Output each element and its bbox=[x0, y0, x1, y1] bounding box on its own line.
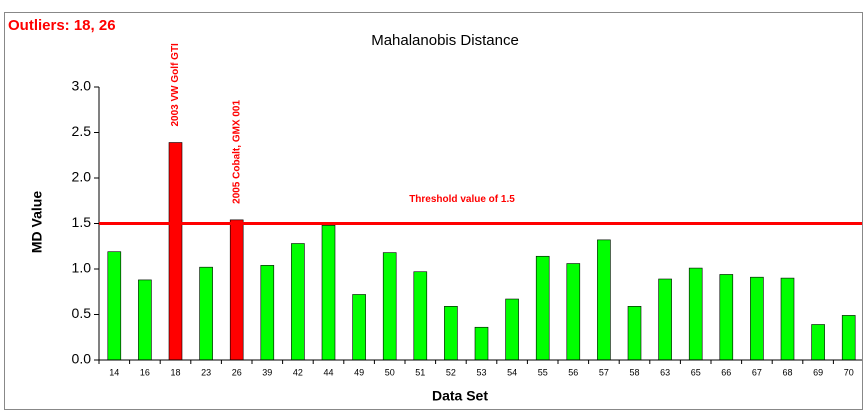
x-tick-label: 69 bbox=[813, 367, 823, 377]
x-tick-label: 57 bbox=[599, 367, 609, 377]
bar bbox=[597, 239, 611, 361]
x-tick-label: 51 bbox=[415, 367, 425, 377]
y-tick-label: 2.0 bbox=[72, 169, 92, 185]
x-tick-label: 58 bbox=[629, 367, 639, 377]
bar bbox=[750, 276, 764, 361]
bar bbox=[321, 225, 336, 361]
y-tick-label: 1.5 bbox=[72, 214, 92, 230]
x-tick-label: 26 bbox=[232, 367, 242, 377]
bar bbox=[505, 298, 519, 361]
bar bbox=[658, 278, 672, 361]
bar bbox=[474, 326, 489, 361]
x-axis-title: Data Set bbox=[432, 388, 488, 404]
y-tick-label: 0.5 bbox=[72, 305, 92, 321]
x-tick-label: 55 bbox=[538, 367, 548, 377]
bar bbox=[688, 267, 703, 361]
x-tick-label: 52 bbox=[446, 367, 456, 377]
bar bbox=[168, 142, 183, 361]
y-tick-label: 1.0 bbox=[72, 260, 92, 276]
x-tick-label: 54 bbox=[507, 367, 517, 377]
bar bbox=[444, 306, 458, 361]
y-tick-label: 0.0 bbox=[72, 351, 92, 367]
x-tick-label: 16 bbox=[140, 367, 150, 377]
bar bbox=[413, 271, 428, 361]
x-tick-label: 67 bbox=[752, 367, 762, 377]
bar bbox=[841, 315, 856, 361]
chart-title: Mahalanobis Distance bbox=[371, 32, 519, 49]
x-tick-label: 50 bbox=[385, 367, 395, 377]
bar bbox=[535, 255, 550, 361]
bar bbox=[260, 265, 275, 361]
x-tick-label: 56 bbox=[568, 367, 578, 377]
x-tick-label: 44 bbox=[323, 367, 333, 377]
x-tick-label: 49 bbox=[354, 367, 364, 377]
threshold-label: Threshold value of 1.5 bbox=[409, 194, 515, 205]
bar bbox=[352, 294, 366, 361]
outlier-annotation: 2005 Cobalt, GMX 001 bbox=[231, 99, 242, 203]
bar bbox=[291, 243, 305, 361]
x-tick-label: 42 bbox=[293, 367, 303, 377]
bar bbox=[719, 274, 734, 361]
bar bbox=[138, 279, 152, 361]
bar bbox=[566, 263, 581, 361]
bar bbox=[627, 306, 642, 361]
outlier-annotation: 2003 VW Golf GTI bbox=[170, 43, 181, 127]
x-tick-label: 63 bbox=[660, 367, 670, 377]
outliers-note: Outliers: 18, 26 bbox=[8, 17, 116, 34]
x-tick-label: 70 bbox=[844, 367, 854, 377]
x-tick-label: 53 bbox=[476, 367, 486, 377]
bar bbox=[382, 252, 397, 361]
bar bbox=[811, 324, 825, 361]
x-tick-label: 68 bbox=[782, 367, 792, 377]
chart-frame bbox=[4, 12, 863, 410]
x-tick-label: 39 bbox=[262, 367, 272, 377]
x-tick-label: 14 bbox=[109, 367, 119, 377]
bar bbox=[780, 277, 795, 361]
x-tick-label: 23 bbox=[201, 367, 211, 377]
x-tick-label: 65 bbox=[691, 367, 701, 377]
bar bbox=[199, 266, 213, 361]
y-tick-label: 3.0 bbox=[72, 78, 92, 94]
x-tick-label: 18 bbox=[170, 367, 180, 377]
bar bbox=[107, 251, 122, 361]
y-axis-title: MD Value bbox=[29, 191, 45, 253]
y-tick-label: 2.5 bbox=[72, 123, 92, 139]
x-tick-label: 66 bbox=[721, 367, 731, 377]
bar bbox=[229, 219, 244, 361]
